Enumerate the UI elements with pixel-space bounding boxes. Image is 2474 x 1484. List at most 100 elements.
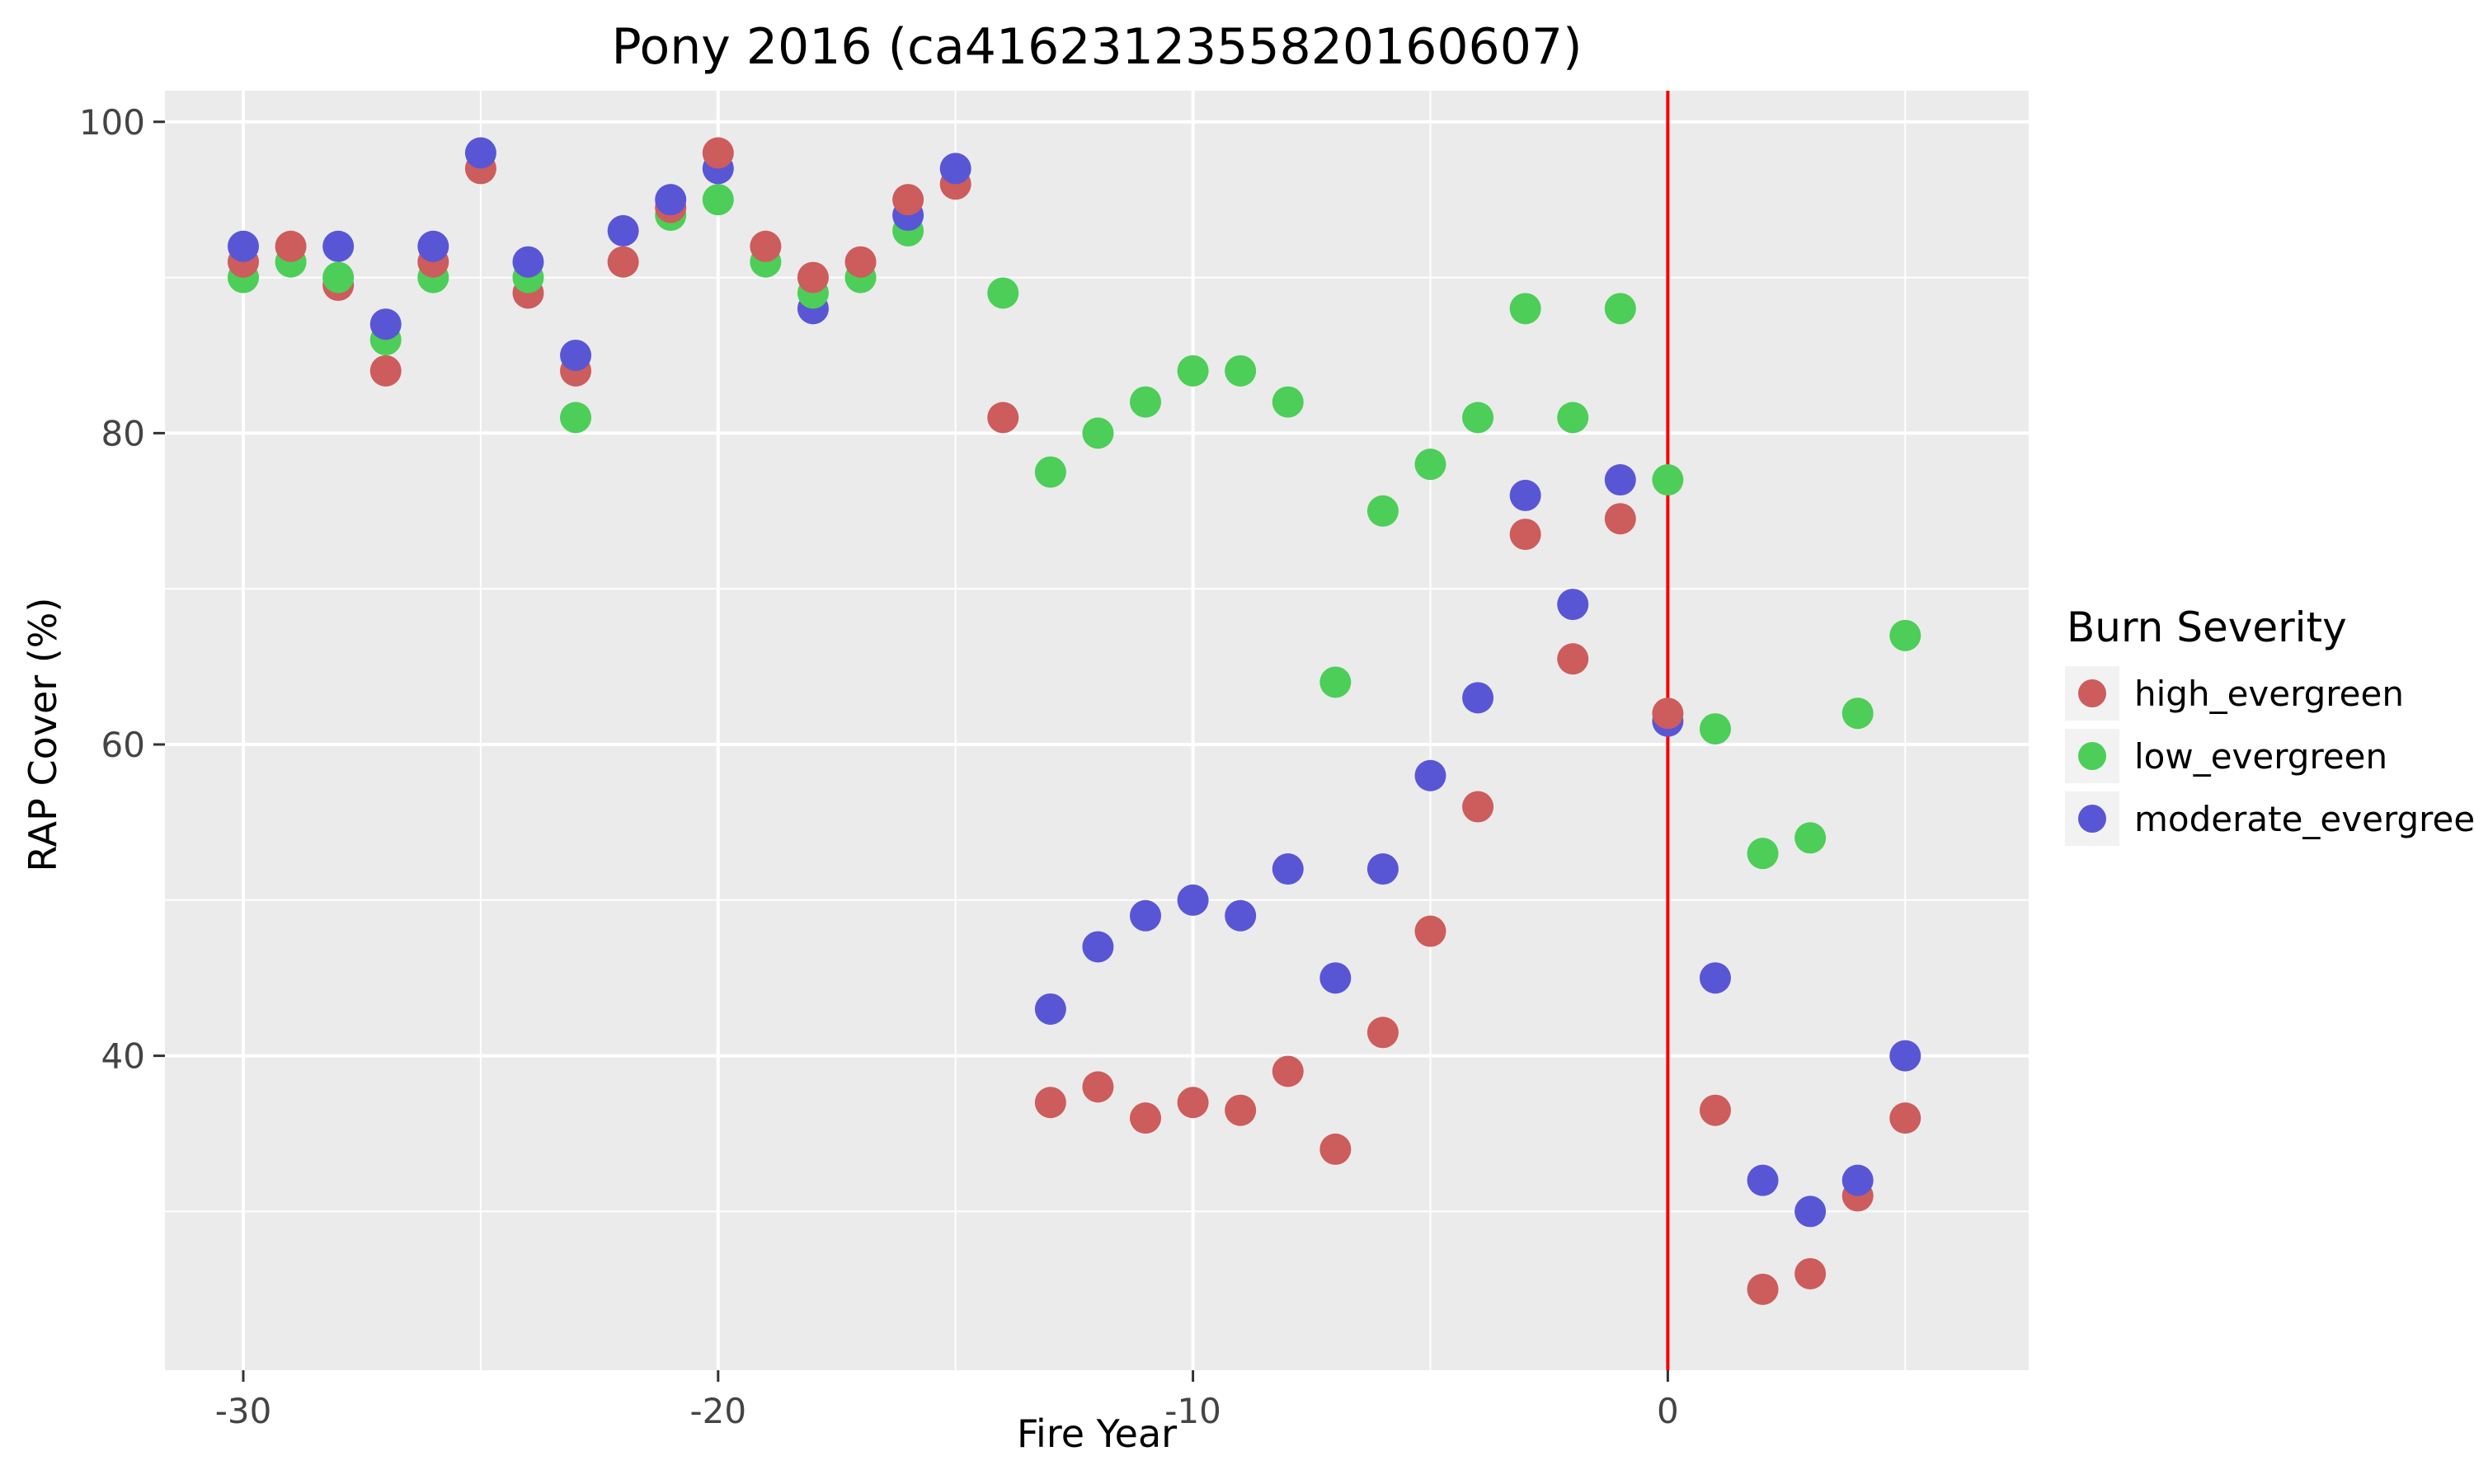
scatter-point-high_evergreen: [1177, 1087, 1209, 1119]
scatter-point-moderate_evergreen: [1366, 853, 1399, 885]
legend: Burn Severity high_evergreen low_evergre…: [2065, 603, 2474, 854]
scatter-point-high_evergreen: [1319, 1133, 1352, 1165]
scatter-point-moderate_evergreen: [655, 184, 687, 216]
scatter-point-moderate_evergreen: [1604, 464, 1636, 496]
scatter-point-high_evergreen: [1082, 1071, 1114, 1103]
scatter-point-high_evergreen: [1509, 519, 1541, 551]
scatter-point-moderate_evergreen: [1414, 759, 1446, 791]
scatter-point-moderate_evergreen: [1462, 682, 1494, 714]
scatter-point-high_evergreen: [1794, 1257, 1827, 1289]
y-tick-label: 80: [101, 413, 145, 453]
scatter-point-low_evergreen: [560, 402, 592, 434]
x-tick-label: -30: [215, 1391, 272, 1431]
scatter-point-high_evergreen: [369, 355, 402, 387]
scatter-point-high_evergreen: [1414, 915, 1446, 947]
x-tick-label: -10: [1164, 1391, 1221, 1431]
chart-title: Pony 2016 (ca4162312355820160607): [611, 18, 1583, 76]
scatter-point-low_evergreen: [1130, 386, 1162, 418]
scatter-point-moderate_evergreen: [939, 153, 971, 185]
scatter-point-high_evergreen: [1366, 1017, 1399, 1049]
scatter-point-low_evergreen: [1557, 402, 1589, 434]
x-axis-title: Fire Year: [1016, 1411, 1178, 1456]
legend-label-high-evergreen: high_evergreen: [2134, 673, 2404, 714]
scatter-point-high_evergreen: [1604, 503, 1636, 535]
scatter-point-moderate_evergreen: [1272, 853, 1304, 885]
scatter-point-moderate_evergreen: [1699, 962, 1731, 994]
x-tick-label: 0: [1657, 1391, 1679, 1431]
legend-row-high-evergreen: high_evergreen: [2065, 666, 2474, 721]
scatter-point-low_evergreen: [1889, 619, 1921, 651]
scatter-point-high_evergreen: [1225, 1094, 1257, 1126]
scatter-point-low_evergreen: [1034, 456, 1066, 488]
scatter-point-moderate_evergreen: [607, 214, 639, 247]
scatter-point-moderate_evergreen: [512, 246, 544, 278]
high-evergreen-dot-icon: [2078, 679, 2106, 707]
scatter-point-high_evergreen: [797, 261, 829, 294]
legend-key: [2065, 729, 2119, 783]
scatter-point-moderate_evergreen: [1509, 479, 1541, 511]
scatter-point-low_evergreen: [702, 184, 734, 216]
scatter-point-moderate_evergreen: [464, 137, 496, 169]
scatter-point-high_evergreen: [1699, 1094, 1731, 1126]
scatter-point-moderate_evergreen: [1034, 993, 1066, 1025]
y-tick-label: 60: [101, 725, 145, 765]
scatter-point-high_evergreen: [1272, 1055, 1304, 1087]
scatter-point-low_evergreen: [1319, 666, 1352, 698]
scatter-point-low_evergreen: [1699, 713, 1731, 745]
legend-label-low-evergreen: low_evergreen: [2134, 735, 2388, 777]
scatter-point-moderate_evergreen: [1794, 1195, 1827, 1228]
scatter-point-low_evergreen: [1747, 838, 1779, 870]
scatter-point-high_evergreen: [987, 402, 1019, 434]
scatter-point-moderate_evergreen: [1082, 931, 1114, 963]
low-evergreen-dot-icon: [2078, 742, 2106, 770]
scatter-point-low_evergreen: [1509, 293, 1541, 325]
scatter-point-low_evergreen: [1841, 697, 1874, 730]
scatter-point-low_evergreen: [1225, 355, 1257, 387]
scatter-point-moderate_evergreen: [417, 230, 449, 262]
scatter-point-low_evergreen: [1794, 822, 1827, 854]
scatter-point-moderate_evergreen: [228, 230, 260, 262]
scatter-point-high_evergreen: [750, 230, 782, 262]
scatter-point-low_evergreen: [1272, 386, 1304, 418]
scatter-point-low_evergreen: [1414, 448, 1446, 481]
legend-title: Burn Severity: [2067, 603, 2347, 651]
scatter-point-moderate_evergreen: [1747, 1164, 1779, 1196]
x-tick-label: -20: [689, 1391, 746, 1431]
scatter-point-low_evergreen: [322, 261, 355, 294]
scatter-point-moderate_evergreen: [1177, 884, 1209, 916]
scatter-point-low_evergreen: [1604, 293, 1636, 325]
scatter-point-low_evergreen: [1462, 402, 1494, 434]
scatter-point-low_evergreen: [1082, 417, 1114, 449]
scatter-point-high_evergreen: [607, 246, 639, 278]
scatter-point-high_evergreen: [1034, 1087, 1066, 1119]
scatter-point-low_evergreen: [1177, 355, 1209, 387]
scatter-point-moderate_evergreen: [560, 339, 592, 371]
legend-key: [2065, 666, 2119, 721]
scatter-point-low_evergreen: [1366, 495, 1399, 527]
scatter-point-high_evergreen: [1130, 1102, 1162, 1134]
scatter-point-low_evergreen: [1652, 464, 1684, 496]
scatter-point-high_evergreen: [844, 246, 877, 278]
legend-key: [2065, 791, 2119, 846]
y-tick-label: 40: [101, 1036, 145, 1077]
legend-label-moderate-evergreen: moderate_evergreen: [2134, 798, 2474, 839]
scatter-point-high_evergreen: [1557, 643, 1589, 675]
scatter-point-moderate_evergreen: [1557, 589, 1589, 621]
scatter-point-moderate_evergreen: [1130, 899, 1162, 932]
scatter-point-moderate_evergreen: [322, 230, 355, 262]
scatter-point-moderate_evergreen: [369, 308, 402, 340]
scatter-point-high_evergreen: [1462, 791, 1494, 823]
scatter-point-high_evergreen: [275, 230, 307, 262]
scatter-point-high_evergreen: [702, 137, 734, 169]
moderate-evergreen-dot-icon: [2078, 805, 2106, 833]
scatter-point-high_evergreen: [1889, 1102, 1921, 1134]
legend-row-low-evergreen: low_evergreen: [2065, 729, 2474, 783]
y-tick-label: 100: [79, 102, 145, 143]
scatter-point-moderate_evergreen: [1889, 1040, 1921, 1072]
scatter-point-moderate_evergreen: [1319, 962, 1352, 994]
scatter-point-high_evergreen: [1652, 697, 1684, 730]
legend-row-moderate-evergreen: moderate_evergreen: [2065, 791, 2474, 846]
scatter-point-high_evergreen: [892, 184, 924, 216]
